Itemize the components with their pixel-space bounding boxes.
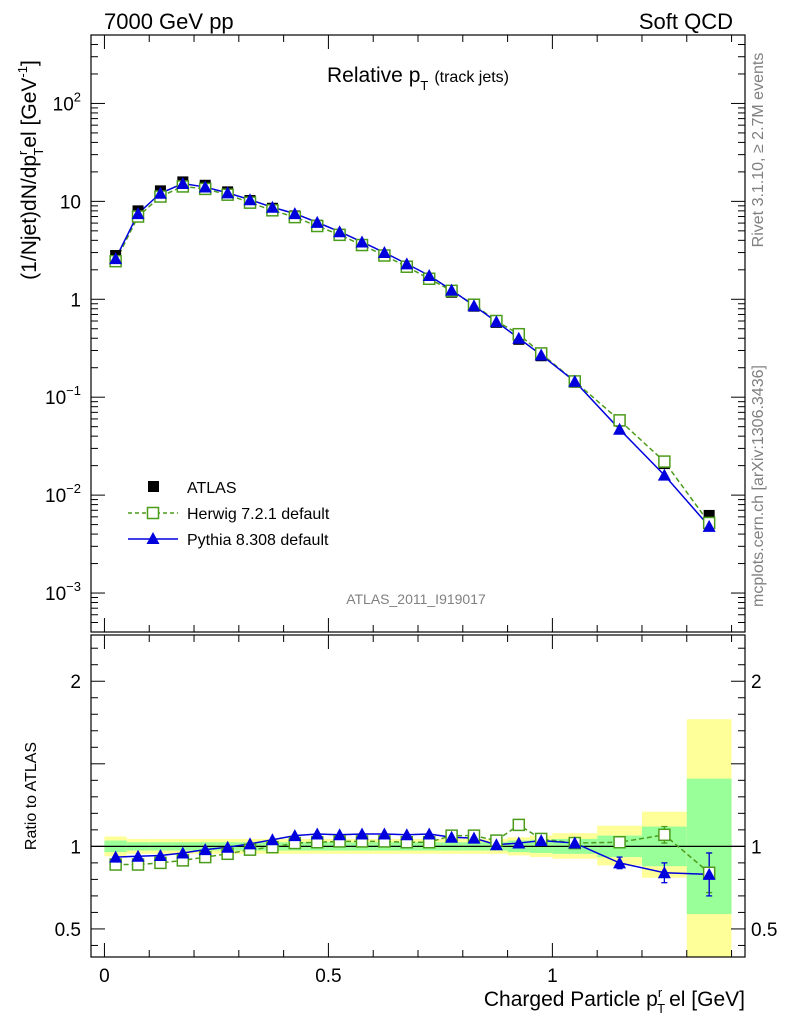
- mcplots-label: mcplots.cern.ch [arXiv:1306.3436]: [750, 365, 767, 607]
- ratio-y-tick-label-right: 1: [751, 837, 762, 858]
- herwig-ratio-marker: [512, 818, 526, 832]
- pythia-data-marker: [153, 186, 167, 199]
- ratio-uncertainty-bands: [104, 719, 732, 957]
- legend-entry-herwig: Herwig 7.2.1 default: [128, 506, 330, 523]
- pythia-ratio-marker: [243, 837, 257, 850]
- y-tick-label: 10: [60, 192, 81, 213]
- pythia-ratio-marker: [333, 828, 347, 841]
- pythia-ratio-marker: [467, 831, 481, 844]
- pythia-data-marker: [702, 519, 716, 532]
- ratio-y-tick-label-right: 2: [751, 672, 762, 693]
- analysis-id-label: ATLAS_2011_I919017: [346, 591, 486, 607]
- pythia-data-marker: [613, 422, 627, 435]
- y-tick-label: 102: [53, 89, 81, 115]
- ratio-y-tick-label-right: 0.5: [751, 920, 777, 941]
- y-tick-label: 10−1: [45, 383, 81, 409]
- legend: ATLAS Herwig 7.2.1 default Pythia 8.308 …: [128, 480, 330, 549]
- pythia-data-marker: [288, 207, 302, 220]
- pythia-data-marker: [198, 180, 212, 193]
- pythia-data-marker: [400, 257, 414, 270]
- legend-entry-pythia: Pythia 8.308 default: [128, 532, 329, 549]
- plot-title: Relative pT (track jets): [327, 64, 509, 93]
- ratio-series-layer: [109, 818, 716, 897]
- legend-marker-atlas: [148, 481, 159, 492]
- pythia-data-marker: [512, 331, 526, 344]
- legend-label-pythia: Pythia 8.308 default: [187, 532, 329, 549]
- pythia-ratio-marker: [288, 829, 302, 842]
- pythia-data-marker: [265, 200, 279, 213]
- legend-marker-herwig: [146, 506, 160, 520]
- pythia-ratio-marker: [568, 836, 582, 849]
- herwig-ratio-marker: [613, 835, 626, 849]
- atlas-data-marker: [703, 509, 715, 521]
- ratio-y-axis-label: Ratio to ATLAS: [23, 742, 40, 850]
- main-axis-ticks: 102 10 1 10−1 10−2 10−3: [45, 34, 745, 633]
- pythia-ratio-marker: [176, 846, 190, 859]
- pythia-ratio-marker: [400, 828, 414, 841]
- pythia-data-marker: [657, 468, 671, 481]
- pythia-ratio-marker: [702, 867, 716, 880]
- legend-label-herwig: Herwig 7.2.1 default: [187, 506, 330, 523]
- main-series-layer: [109, 176, 716, 532]
- pythia-data-marker: [568, 374, 582, 387]
- ratio-y-tick-label: 2: [70, 672, 81, 693]
- pythia-data-marker: [243, 193, 257, 206]
- pythia-data-marker: [377, 246, 391, 259]
- pythia-ratio-marker: [512, 836, 526, 849]
- pythia-ratio-marker: [613, 856, 627, 869]
- pythia-data-marker: [310, 215, 324, 228]
- pythia-data-marker: [333, 225, 347, 238]
- pythia-ratio-marker: [310, 827, 324, 840]
- pythia-data-marker: [176, 177, 190, 190]
- pythia-ratio-marker: [355, 827, 369, 840]
- pythia-data-marker: [445, 283, 459, 296]
- y-tick-label: 10−3: [45, 579, 81, 605]
- pythia-ratio-marker: [445, 830, 459, 843]
- pythia-data-marker: [534, 348, 548, 361]
- legend-marker-pythia: [146, 532, 160, 544]
- x-tick-label: 0: [99, 966, 110, 987]
- y-tick-label: 10−2: [45, 481, 81, 507]
- pythia-data-marker: [489, 315, 503, 328]
- pythia-ratio-marker: [534, 834, 548, 847]
- legend-label-atlas: ATLAS: [187, 480, 237, 497]
- herwig-line: [114, 185, 710, 524]
- pythia-data-marker: [221, 186, 235, 199]
- main-y-axis-label: (1/Njet)dN/dprTel [GeV-1]: [15, 60, 46, 280]
- pythia-ratio-marker: [221, 840, 235, 853]
- header-category-label: Soft QCD: [639, 9, 733, 34]
- pythia-ratio-marker: [109, 850, 123, 863]
- pythia-ratio-marker: [657, 866, 671, 879]
- pythia-ratio-marker: [153, 848, 167, 861]
- pythia-data-marker: [422, 268, 436, 281]
- legend-entry-atlas: ATLAS: [148, 480, 237, 497]
- ratio-plot-frame: [90, 634, 746, 958]
- pythia-data-marker: [355, 235, 369, 248]
- pythia-ratio-marker: [265, 833, 279, 846]
- ratio-axis-ticks: 0 0.5 1 2 2 1 1 0.5 0.5: [55, 635, 777, 987]
- pythia-ratio-marker: [198, 843, 212, 856]
- pythia-data-marker: [131, 207, 145, 220]
- pythia-ratio-marker: [131, 849, 145, 862]
- ratio-y-tick-label: 0.5: [55, 920, 81, 941]
- pythia-ratio-marker: [377, 827, 391, 840]
- pythia-ratio-marker: [489, 838, 503, 851]
- x-tick-label: 0.5: [315, 966, 341, 987]
- header-energy-label: 7000 GeV pp: [104, 9, 234, 34]
- rivet-info-label: Rivet 3.1.10, ≥ 2.7M events: [750, 53, 767, 248]
- herwig-data-marker: [658, 455, 671, 468]
- pythia-line: [114, 182, 710, 527]
- ratio-y-tick-label: 1: [70, 837, 81, 858]
- herwig-ratio-marker: [658, 828, 671, 842]
- pythia-data-marker: [467, 299, 481, 312]
- pythia-data-marker: [109, 252, 123, 265]
- x-tick-label: 1: [547, 966, 558, 987]
- pythia-ratio-marker: [422, 827, 436, 840]
- y-tick-label: 1: [70, 290, 81, 311]
